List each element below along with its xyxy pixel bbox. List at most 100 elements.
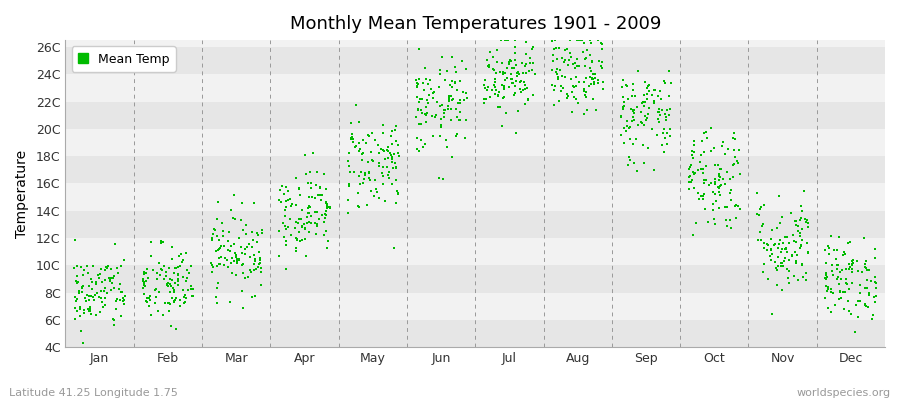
Point xyxy=(683,164,698,170)
Point xyxy=(720,169,734,175)
Point xyxy=(211,285,225,291)
Point xyxy=(561,92,575,99)
Point xyxy=(824,308,838,315)
Point xyxy=(279,226,293,233)
Point xyxy=(491,104,505,110)
Point xyxy=(586,70,600,77)
Point xyxy=(831,266,845,273)
Point xyxy=(583,40,598,46)
Point xyxy=(221,238,236,244)
Point xyxy=(570,37,584,43)
Point xyxy=(117,257,131,263)
Point xyxy=(835,267,850,273)
Point xyxy=(660,130,674,136)
Point xyxy=(721,146,735,152)
Point xyxy=(148,287,162,293)
Point xyxy=(364,188,378,194)
Point xyxy=(180,267,194,274)
Point xyxy=(436,176,450,183)
Bar xyxy=(66,265,885,292)
Point xyxy=(774,248,788,255)
Point xyxy=(560,94,574,101)
Point xyxy=(365,157,380,164)
Point xyxy=(799,276,814,283)
Point xyxy=(716,139,730,145)
Point xyxy=(569,96,583,102)
Point xyxy=(596,79,610,85)
Point xyxy=(106,317,121,323)
Point xyxy=(210,263,224,270)
Point xyxy=(525,46,539,52)
Point xyxy=(765,311,779,318)
Point xyxy=(626,117,641,123)
Point xyxy=(485,87,500,94)
Point xyxy=(829,256,843,262)
Point xyxy=(476,82,491,88)
Point xyxy=(503,57,517,63)
Point xyxy=(821,243,835,249)
Point xyxy=(712,184,726,191)
Point xyxy=(376,122,391,128)
Point xyxy=(642,82,656,88)
Point xyxy=(106,316,121,322)
Point xyxy=(360,202,374,208)
Point xyxy=(385,180,400,187)
Point xyxy=(140,270,154,276)
Point xyxy=(95,304,110,310)
Point xyxy=(411,148,426,154)
Point xyxy=(297,226,311,232)
Point xyxy=(75,283,89,290)
Point xyxy=(73,304,87,310)
Point xyxy=(521,97,535,104)
Point xyxy=(230,256,245,262)
Point xyxy=(558,57,572,63)
Point xyxy=(385,128,400,134)
Point xyxy=(460,95,474,101)
Point xyxy=(214,243,229,249)
Point xyxy=(550,66,564,72)
Point xyxy=(560,91,574,97)
Point xyxy=(482,48,497,55)
Point xyxy=(184,283,199,289)
Point xyxy=(203,259,218,266)
Point xyxy=(686,169,700,176)
Point xyxy=(831,247,845,254)
Point xyxy=(794,243,808,250)
Point xyxy=(834,276,849,282)
Point xyxy=(368,137,382,143)
Point xyxy=(414,96,428,102)
Point xyxy=(707,180,722,187)
Point xyxy=(701,219,716,225)
Point xyxy=(693,152,707,158)
Point xyxy=(433,66,447,73)
Point xyxy=(112,286,126,292)
Point xyxy=(428,114,443,120)
Point xyxy=(507,65,521,71)
Point xyxy=(315,192,329,198)
Point xyxy=(252,260,266,266)
Point xyxy=(767,242,781,248)
Point xyxy=(168,295,183,301)
Point xyxy=(499,70,513,76)
Point xyxy=(284,215,298,222)
Point xyxy=(441,103,455,110)
Point xyxy=(440,144,454,150)
Point xyxy=(584,80,598,87)
Point xyxy=(785,251,799,258)
Point xyxy=(553,45,567,51)
Point xyxy=(770,267,784,273)
Point xyxy=(362,133,376,140)
Point xyxy=(831,274,845,280)
Point xyxy=(161,280,176,286)
Point xyxy=(94,266,108,273)
Point xyxy=(302,203,317,210)
Point xyxy=(616,125,631,131)
Point xyxy=(70,273,85,280)
Point xyxy=(295,223,310,229)
Point xyxy=(630,104,644,110)
Point xyxy=(274,182,289,189)
Point xyxy=(274,198,289,205)
Point xyxy=(837,249,851,255)
Point xyxy=(712,188,726,195)
Point xyxy=(764,257,778,263)
